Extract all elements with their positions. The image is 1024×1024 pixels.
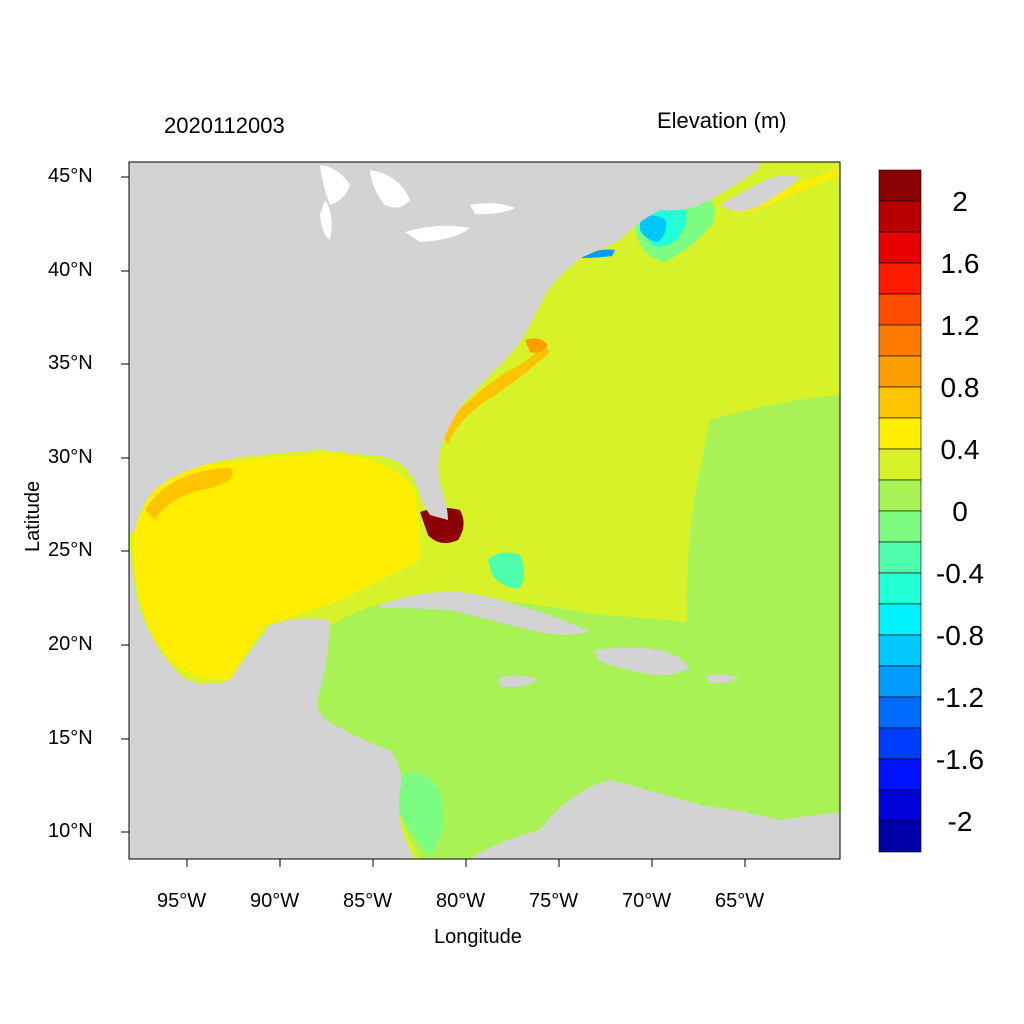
colorbar-segment <box>878 262 922 295</box>
north-america-land <box>129 162 760 535</box>
colorbar-segment <box>878 758 922 791</box>
y-tick-label: 40°N <box>48 259 93 281</box>
colorbar-segment <box>878 510 922 543</box>
caribbean-sea <box>310 595 840 859</box>
pamlico-surge <box>525 338 548 353</box>
colorbar-label: -0.8 <box>935 620 985 651</box>
puerto-rico <box>706 674 738 684</box>
colorbar-label: 2 <box>952 186 968 217</box>
colorbar-label: -1.2 <box>935 682 985 713</box>
x-axis-ticks <box>186 859 746 867</box>
colorbar-segment <box>878 696 922 729</box>
x-tick-label: 85°W <box>343 890 393 912</box>
y-tick-label: 25°N <box>48 539 93 561</box>
colorbar-segment <box>878 200 922 233</box>
y-tick-label: 45°N <box>48 165 93 187</box>
y-tick-label: 10°N <box>48 820 93 842</box>
colorbar-segment <box>878 293 922 326</box>
x-tick-label: 75°W <box>529 890 579 912</box>
florida-surge-region <box>420 507 464 544</box>
colorbar-segment <box>878 541 922 574</box>
x-tick-label: 80°W <box>436 890 486 912</box>
colorbar-segment <box>878 479 922 512</box>
gulf-of-maine-inner <box>640 215 667 242</box>
nova-scotia <box>720 175 800 211</box>
map-frame <box>128 161 841 860</box>
colorbar-segment <box>878 448 922 481</box>
x-tick-label: 95°W <box>157 890 207 912</box>
lake-huron <box>370 170 410 208</box>
colorbar-label: 0.4 <box>940 434 980 465</box>
panama-bight <box>395 772 444 855</box>
colorbar-segment <box>878 665 922 698</box>
colorbar-segment <box>878 572 922 605</box>
colorbar-segment <box>878 603 922 636</box>
colorbar-segment <box>878 789 922 822</box>
timestamp-title: 2020112003 <box>164 113 285 138</box>
colorbar-label: 1.6 <box>940 248 980 279</box>
y-axis-label: Latitude <box>22 480 44 552</box>
x-tick-label: 90°W <box>250 890 300 912</box>
map-area <box>129 162 840 859</box>
colorbar-segment <box>878 231 922 264</box>
colorbar-label: -0.4 <box>935 558 985 589</box>
x-tick-label: 65°W <box>715 890 765 912</box>
y-tick-label: 20°N <box>48 633 93 655</box>
colorbar-segment <box>878 634 922 667</box>
lake-erie <box>405 225 470 242</box>
colorbar-segment <box>878 355 922 388</box>
x-tick-label: 70°W <box>622 890 672 912</box>
mexico-central-america-land <box>129 540 415 859</box>
jamaica <box>498 675 538 688</box>
colorbar-segment <box>878 386 922 419</box>
carolina-coastal-surge <box>440 345 550 445</box>
y-tick-label: 30°N <box>48 446 93 468</box>
y-axis-ticks <box>121 176 129 833</box>
colorbar-segment <box>878 169 922 202</box>
x-axis-label: Longitude <box>434 926 522 948</box>
south-america-land <box>470 780 840 859</box>
colorbar-label: 1.2 <box>940 310 980 341</box>
texas-louisiana-surge <box>145 468 233 520</box>
colorbar-label: -1.6 <box>935 744 985 775</box>
hispaniola <box>595 647 690 676</box>
lake-michigan <box>320 200 332 240</box>
gulf-of-mexico <box>133 453 421 680</box>
colorbar-segment <box>878 417 922 450</box>
cuba <box>380 591 590 635</box>
colorbar-label: 0.8 <box>940 372 980 403</box>
colorbar-label: -2 <box>947 806 973 837</box>
y-tick-label: 35°N <box>48 352 93 374</box>
bahamas-bank <box>488 552 524 589</box>
colorbar <box>878 169 922 853</box>
colorbar-segment <box>878 324 922 357</box>
y-tick-label: 15°N <box>48 727 93 749</box>
colorbar-segment <box>878 727 922 760</box>
variable-title: Elevation (m) <box>657 108 787 133</box>
lake-ontario <box>470 203 515 215</box>
colorbar-segment <box>878 820 922 853</box>
lake-superior-michigan <box>320 165 350 205</box>
long-island-sound <box>582 249 615 258</box>
colorbar-label: 0 <box>952 496 968 527</box>
